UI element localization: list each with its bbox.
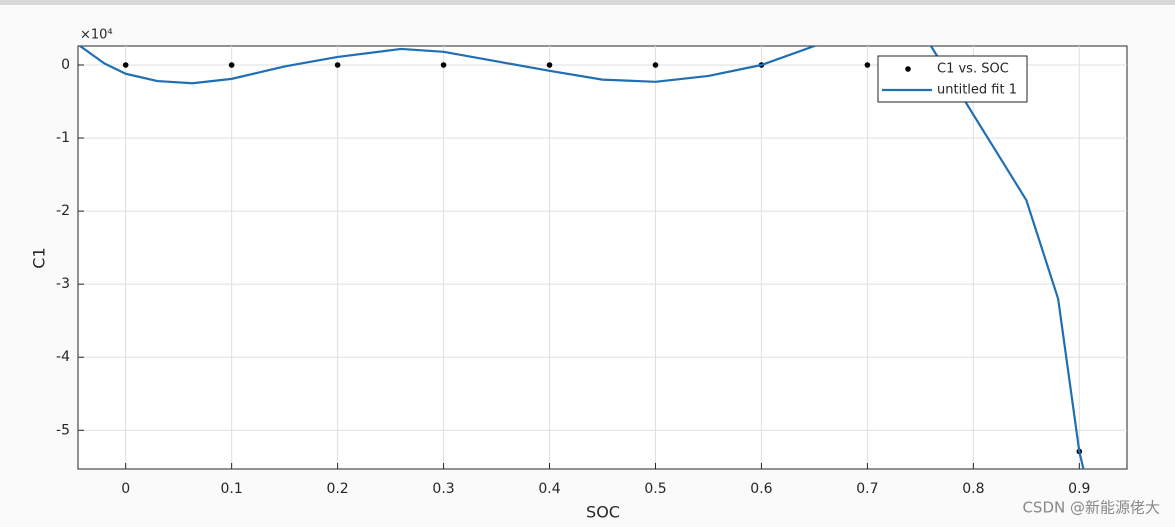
x-tick-label: 0.5: [644, 481, 666, 497]
y-tick-label: 0: [61, 57, 70, 73]
data-point: [334, 62, 341, 68]
x-tick-label: 0.6: [750, 481, 772, 497]
plot-area: [77, 45, 1128, 470]
legend-box: [877, 55, 1028, 103]
legend-symbol: [905, 66, 911, 72]
x-tick-label: 0.9: [1068, 481, 1090, 497]
data-point: [652, 62, 659, 68]
x-tick-label: 0.2: [326, 481, 348, 497]
x-tick-label: 0.3: [432, 481, 454, 497]
y-tick-label: -1: [56, 130, 70, 146]
x-tick-label: 0.8: [962, 481, 984, 497]
x-axis-label: SOC: [586, 503, 620, 522]
window-bar: [0, 0, 1175, 5]
data-point: [440, 62, 447, 68]
y-axis-label: C1: [30, 247, 49, 268]
data-point: [228, 62, 235, 68]
legend-label: C1 vs. SOC: [937, 62, 1009, 77]
watermark: CSDN @新能源佬大: [1022, 499, 1160, 517]
y-tick-label: -2: [56, 203, 70, 219]
x-tick-label: 0.7: [856, 481, 878, 497]
y-exponent: ×10⁴: [80, 28, 113, 43]
x-tick-label: 0.4: [538, 481, 560, 497]
x-tick-label: 0.1: [221, 481, 243, 497]
y-tick-label: -4: [56, 349, 70, 365]
y-tick-label: -5: [56, 422, 70, 438]
fit-line: [78, 46, 1085, 469]
y-tick-label: -3: [56, 276, 70, 292]
x-tick-label: 0: [121, 481, 130, 497]
data-point: [864, 62, 871, 68]
data-point: [122, 62, 129, 68]
legend-label: untitled fit 1: [937, 83, 1017, 98]
data-point: [546, 62, 553, 68]
